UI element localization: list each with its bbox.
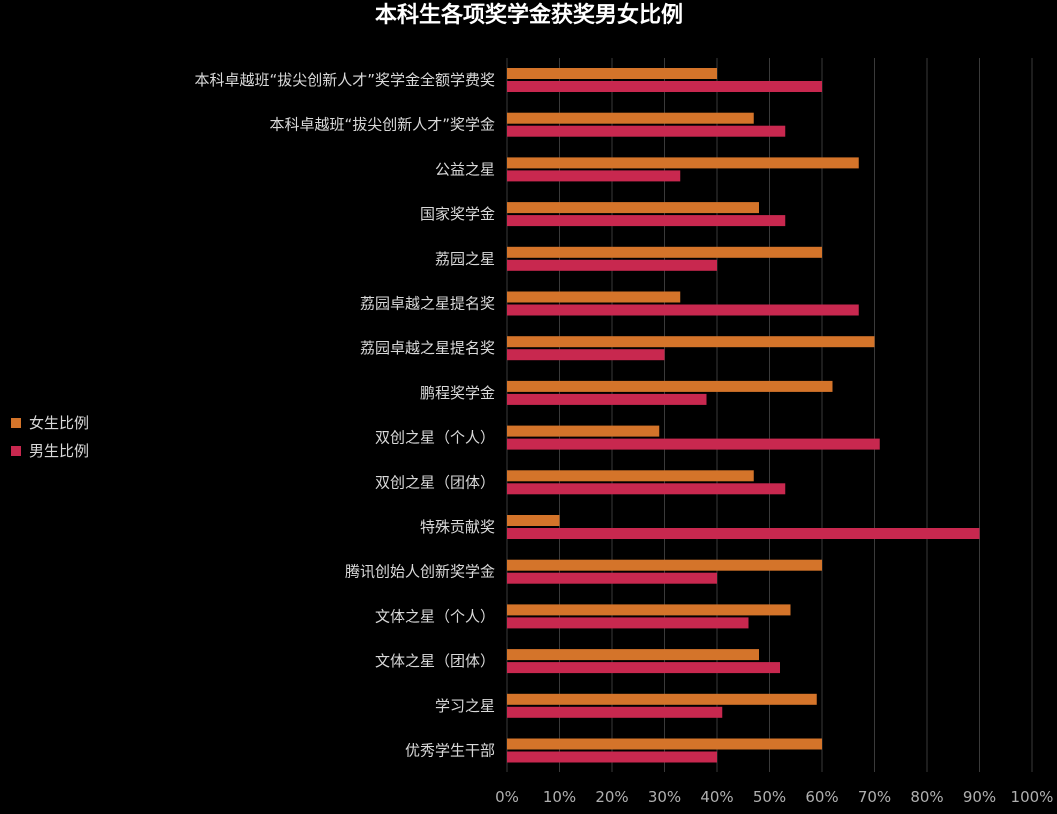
- legend-label: 女生比例: [29, 414, 89, 432]
- bar-female: [507, 559, 822, 571]
- category-label: 国家奖学金: [420, 205, 495, 223]
- x-tick-label: 60%: [805, 788, 838, 806]
- bar-female: [507, 425, 660, 437]
- legend-swatch: [11, 446, 21, 456]
- bar-female: [507, 291, 681, 303]
- x-tick-label: 80%: [910, 788, 943, 806]
- category-label: 文体之星（团体）: [375, 652, 495, 670]
- x-tick-label: 0%: [495, 788, 519, 806]
- bar-male: [507, 304, 859, 316]
- category-label: 优秀学生干部: [405, 742, 495, 760]
- x-tick-label: 10%: [543, 788, 576, 806]
- bar-male: [507, 617, 749, 629]
- bar-male: [507, 751, 717, 763]
- chart-title: 本科生各项奖学金获奖男女比例: [375, 2, 683, 28]
- category-label: 荔园卓越之星提名奖: [360, 339, 495, 357]
- bar-female: [507, 112, 754, 124]
- category-label: 本科卓越班“拔尖创新人才”奖学金: [269, 116, 495, 134]
- category-label: 荔园之星: [435, 250, 495, 268]
- x-tick-label: 70%: [858, 788, 891, 806]
- bar-male: [507, 393, 707, 405]
- category-labels: 本科卓越班“拔尖创新人才”奖学金全额学费奖本科卓越班“拔尖创新人才”奖学金公益之…: [194, 71, 495, 760]
- bar-female: [507, 515, 560, 526]
- category-label: 公益之星: [435, 160, 495, 178]
- bars: [507, 68, 980, 763]
- bar-female: [507, 738, 822, 750]
- x-tick-label: 30%: [648, 788, 681, 806]
- x-tick-label: 20%: [595, 788, 628, 806]
- bar-male: [507, 170, 681, 182]
- category-label: 鹏程奖学金: [420, 384, 495, 402]
- bar-male: [507, 662, 780, 674]
- x-tick-label: 40%: [700, 788, 733, 806]
- legend-swatch: [11, 418, 21, 428]
- category-label: 文体之星（个人）: [375, 607, 495, 625]
- bar-female: [507, 380, 833, 392]
- bar-female: [507, 157, 859, 169]
- x-tick-label: 100%: [1011, 788, 1054, 806]
- bar-female: [507, 649, 759, 661]
- x-tick-label: 50%: [753, 788, 786, 806]
- bar-male: [507, 349, 665, 361]
- bar-male: [507, 528, 980, 539]
- category-label: 特殊贡献奖: [420, 518, 495, 536]
- bar-male: [507, 81, 822, 92]
- bar-male: [507, 125, 786, 137]
- x-tick-label: 90%: [963, 788, 996, 806]
- category-label: 双创之星（个人）: [375, 429, 495, 447]
- bar-female: [507, 202, 759, 214]
- bar-female: [507, 68, 717, 79]
- legend-label: 男生比例: [29, 442, 89, 460]
- bar-male: [507, 706, 723, 718]
- x-axis-tick-labels: 0% 10% 20% 30% 40% 50% 60% 70% 80% 90% 100%: [495, 788, 1053, 806]
- bar-male: [507, 215, 786, 227]
- bar-male: [507, 259, 717, 271]
- bar-female: [507, 604, 791, 616]
- bar-female: [507, 470, 754, 482]
- bar-male: [507, 438, 880, 450]
- bar-female: [507, 693, 817, 705]
- category-label: 腾讯创始人创新奖学金: [345, 563, 495, 581]
- category-label: 本科卓越班“拔尖创新人才”奖学金全额学费奖: [194, 71, 495, 89]
- category-label: 荔园卓越之星提名奖: [360, 295, 495, 313]
- category-label: 双创之星（团体）: [375, 473, 495, 491]
- category-label: 学习之星: [435, 697, 495, 715]
- bar-female: [507, 336, 875, 348]
- bar-male: [507, 483, 786, 495]
- bar-male: [507, 572, 717, 584]
- bar-female: [507, 246, 822, 258]
